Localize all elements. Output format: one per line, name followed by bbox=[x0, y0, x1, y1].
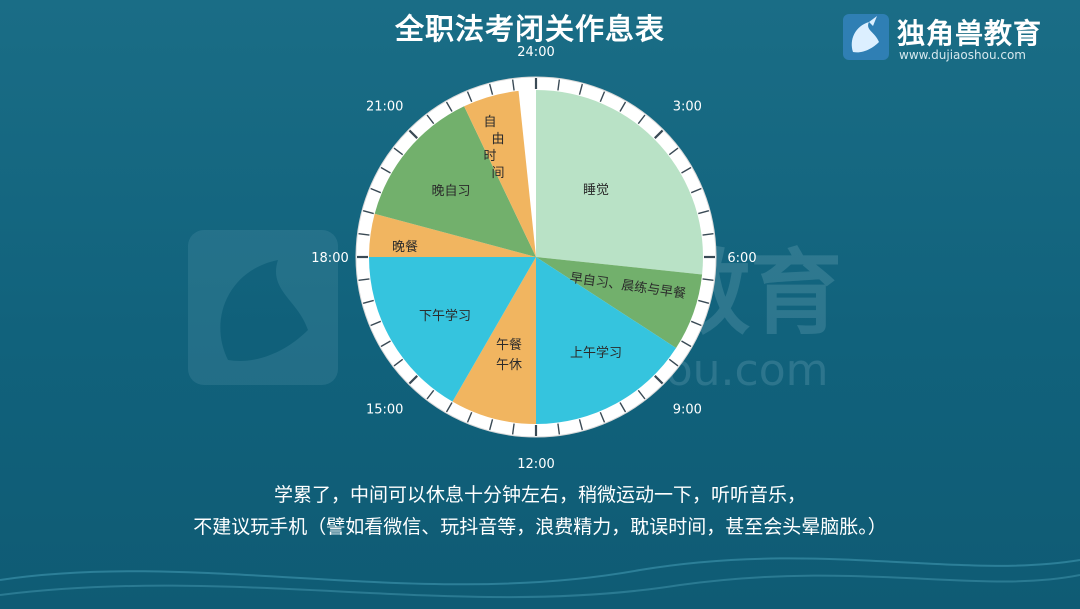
clock-tick bbox=[557, 79, 561, 91]
clock-tick bbox=[370, 320, 382, 327]
pie-slice bbox=[536, 257, 677, 424]
clock-tick bbox=[445, 402, 453, 413]
clock-tick-label: 3:00 bbox=[673, 100, 702, 115]
watermark-logo-icon bbox=[188, 230, 338, 385]
clock-tick bbox=[393, 358, 404, 367]
clock-tick bbox=[637, 389, 646, 400]
clock-tick bbox=[488, 83, 494, 95]
pie-slice bbox=[464, 90, 536, 257]
clock-tick bbox=[698, 299, 710, 305]
clock-tick bbox=[426, 114, 435, 125]
slice-label-text: 上午学习 bbox=[570, 345, 622, 361]
clock-tick bbox=[681, 340, 692, 348]
watermark-unicorn-icon bbox=[220, 260, 308, 361]
clock-tick bbox=[702, 278, 714, 282]
slice-label-text: 睡觉 bbox=[583, 183, 609, 198]
clock-tick bbox=[408, 129, 418, 139]
slice-label: 晚自习 bbox=[431, 184, 470, 199]
clock-tick bbox=[358, 232, 370, 236]
slice-label-text: 晚餐 bbox=[392, 239, 418, 255]
clock-tick bbox=[578, 419, 584, 431]
brand-url: www.dujiaoshou.com bbox=[899, 48, 1026, 62]
clock-tick bbox=[445, 101, 453, 112]
slice-label: 上午学习 bbox=[570, 345, 622, 361]
slice-label: 下午学习 bbox=[419, 308, 471, 324]
clock-tick-label: 9:00 bbox=[673, 402, 702, 417]
pie-slice bbox=[536, 257, 703, 348]
clock-tick bbox=[511, 423, 515, 435]
clock-tick-label: 15:00 bbox=[366, 402, 403, 417]
slice-label-text: 自 bbox=[483, 115, 496, 130]
decorative-wave bbox=[0, 557, 1080, 599]
clock-tick-label: 18:00 bbox=[311, 251, 348, 266]
clock-tick bbox=[466, 411, 473, 423]
slice-label-text: 间 bbox=[491, 166, 504, 181]
pie-slice bbox=[374, 106, 536, 258]
clock-tick bbox=[426, 389, 435, 400]
clock-tick bbox=[408, 375, 418, 385]
clock-tick bbox=[599, 411, 606, 423]
clock-tick bbox=[668, 358, 679, 367]
caption-line-1: 学累了，中间可以休息十分钟左右，稍微运动一下，听听音乐， bbox=[273, 484, 806, 506]
unicorn-logo-icon bbox=[843, 14, 889, 60]
clock-tick bbox=[380, 340, 391, 348]
clock-tick bbox=[393, 147, 404, 156]
clock-tick bbox=[599, 91, 606, 103]
clock-tick bbox=[358, 278, 370, 282]
clock-tick bbox=[362, 209, 374, 215]
slice-label-text: 午休 bbox=[496, 358, 522, 373]
brand-name: 独角兽教育 bbox=[897, 17, 1043, 50]
clock-tick bbox=[681, 166, 692, 174]
clock-tick-label: 21:00 bbox=[366, 100, 403, 115]
clock-tick bbox=[557, 423, 561, 435]
clock-tick bbox=[511, 79, 515, 91]
clock-tick bbox=[702, 232, 714, 236]
brand: 独角兽教育 www.dujiaoshou.com bbox=[843, 12, 1073, 68]
slice-label-text: 下午学习 bbox=[419, 308, 471, 324]
slice-label: 晚餐 bbox=[392, 239, 418, 255]
clock-tick bbox=[690, 320, 702, 327]
slice-label-text: 由 bbox=[491, 132, 504, 147]
clock-tick bbox=[668, 147, 679, 156]
clock-tick bbox=[362, 299, 374, 305]
pie-slice bbox=[369, 257, 536, 402]
clock-tick bbox=[698, 209, 710, 215]
clock-tick-label: 24:00 bbox=[517, 45, 554, 60]
clock-tick bbox=[690, 187, 702, 194]
clock-tick bbox=[654, 129, 664, 139]
clock-tick bbox=[619, 402, 627, 413]
clock-tick bbox=[488, 419, 494, 431]
clock-tick-label: 6:00 bbox=[727, 251, 756, 266]
page-title: 全职法考闭关作息表 bbox=[394, 12, 665, 46]
pie-slice bbox=[369, 213, 536, 257]
clock-tick bbox=[380, 166, 391, 174]
pie-slice bbox=[452, 257, 536, 425]
clock-tick bbox=[578, 83, 584, 95]
slice-label-text: 午餐 bbox=[496, 337, 522, 353]
slice-label: 睡觉 bbox=[583, 183, 609, 198]
caption-line-2: 不建议玩手机（譬如看微信、玩抖音等，浪费精力，耽误时间，甚至会头晕脑胀。） bbox=[193, 516, 887, 538]
clock-tick bbox=[370, 187, 382, 194]
clock-tick bbox=[619, 101, 627, 112]
clock-tick bbox=[466, 91, 473, 103]
clock-tick bbox=[637, 114, 646, 125]
pie-slice bbox=[536, 90, 703, 275]
clock-tick bbox=[654, 375, 664, 385]
slice-label-text: 时 bbox=[483, 149, 496, 164]
clock-tick-label: 12:00 bbox=[517, 457, 554, 472]
slice-label-text: 晚自习 bbox=[431, 184, 470, 199]
